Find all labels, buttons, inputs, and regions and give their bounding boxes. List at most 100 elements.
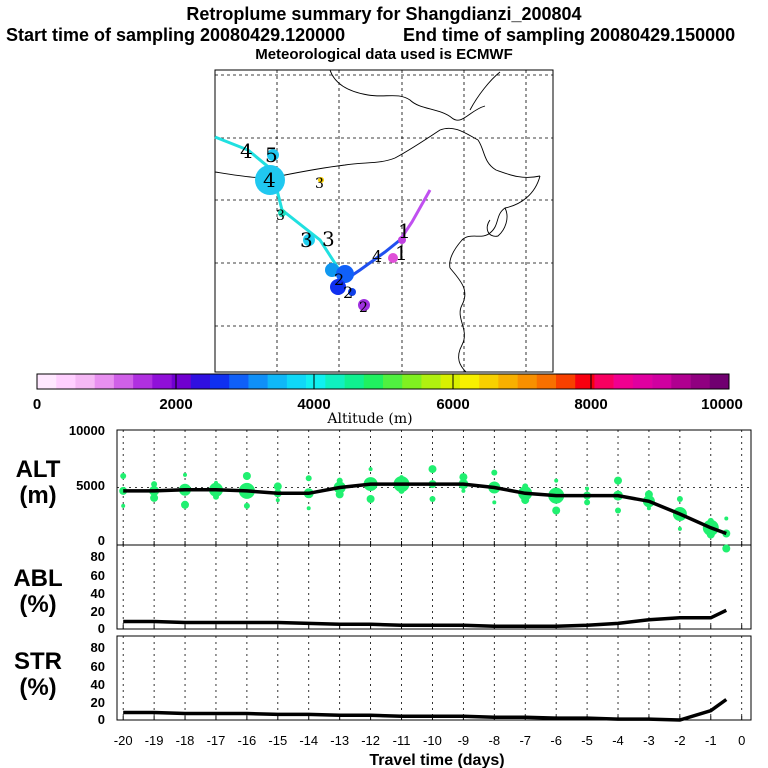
colorbar-cell xyxy=(402,374,422,389)
colorbar-cell xyxy=(56,374,76,389)
alt-bubble xyxy=(584,499,591,506)
alt-bubble xyxy=(614,476,622,485)
str-panel-frame xyxy=(116,635,752,721)
x-tick-label: -12 xyxy=(361,733,380,748)
colorbar-cell xyxy=(344,374,365,389)
alt-bubble xyxy=(677,526,682,531)
colorbar-tick: 0 xyxy=(33,396,41,413)
abl-axis-unit: (%) xyxy=(19,591,56,618)
alt-bubble xyxy=(522,483,529,490)
x-tick-label: -9 xyxy=(458,733,470,748)
alt-bubble xyxy=(305,475,312,482)
trajectory-release xyxy=(398,189,432,241)
colorbar-cell xyxy=(113,374,134,389)
alt-bubble xyxy=(491,469,498,476)
colorbar-cell xyxy=(306,374,326,389)
abl-ytick: 80 xyxy=(91,549,105,564)
x-tick-label: -19 xyxy=(145,733,164,748)
map-number-label: 3 xyxy=(322,227,335,251)
abl-ytick: 0 xyxy=(98,621,105,636)
colorbar-cell xyxy=(594,374,614,389)
colorbar-tick-marks xyxy=(175,374,592,389)
x-tick-label: -17 xyxy=(207,733,226,748)
str-ytick: 40 xyxy=(91,677,105,692)
colorbar-cell xyxy=(671,374,691,389)
y-tick-labels: 10000 5000 0 80 60 40 20 0 80 60 40 20 0 xyxy=(69,423,105,727)
colorbar-cell xyxy=(229,374,249,389)
colorbar-cell xyxy=(632,374,653,389)
x-tick-label: -4 xyxy=(612,733,624,748)
alt-bubble xyxy=(366,495,375,503)
alt-bubble xyxy=(461,488,466,493)
cluster-mark xyxy=(358,299,370,311)
colorbar-cell xyxy=(517,374,538,389)
chart-title: Retroplume summary for Shangdianzi_20080… xyxy=(186,4,582,24)
colorbar-cell xyxy=(248,374,268,389)
x-tick-label: -13 xyxy=(330,733,349,748)
x-tick-label: -11 xyxy=(393,733,411,748)
abl-axis-title: ABL xyxy=(13,565,62,592)
map-number-label: 2 xyxy=(343,283,353,302)
cluster-mark xyxy=(267,149,279,161)
alt-bubble xyxy=(399,475,404,480)
alt-bubble xyxy=(121,503,126,508)
colorbar-cell xyxy=(133,374,153,389)
colorbar-cell xyxy=(479,374,499,389)
alt-bubble xyxy=(585,486,590,491)
alt-bubble xyxy=(151,481,158,488)
alt-ytick: 10000 xyxy=(69,423,105,438)
x-tick-labels: -20 -19 -18 -17 -16 -15 -14 -13 -12 -11 -10 -9 -8 -7-… xyxy=(114,733,746,748)
abl-ytick: 60 xyxy=(91,568,105,583)
colorbar-tick: 8000 xyxy=(574,396,607,413)
alt-bubble xyxy=(275,498,280,503)
alt-bubble xyxy=(429,496,436,502)
cluster-labels: 4 5 4 3 3 3 3 1 4 1 2 2 2 xyxy=(240,139,411,316)
alt-axis-unit: (m) xyxy=(19,482,56,509)
alt-bubble xyxy=(724,516,729,521)
x-tick-label: -5 xyxy=(581,733,593,748)
colorbar-tick-labels: 0 2000 4000 6000 8000 10000 xyxy=(33,396,743,413)
alt-bubble xyxy=(214,480,218,485)
alt-bubble xyxy=(150,493,159,502)
map-coastlines xyxy=(214,69,541,373)
alt-bubble xyxy=(181,500,189,509)
map-number-label: 3 xyxy=(315,176,324,192)
series-line-str xyxy=(123,698,728,722)
alt-bubble xyxy=(306,506,311,511)
colorbar-tick: 10000 xyxy=(701,396,743,413)
colorbar-cell xyxy=(459,374,480,389)
colorbar-label: Altitude (m) xyxy=(326,411,412,427)
colorbar-cell xyxy=(210,374,230,389)
x-tick-label: 0 xyxy=(738,733,745,748)
colorbar-cell xyxy=(171,374,192,389)
x-axis-title: Travel time (days) xyxy=(369,752,504,768)
colorbar-cell xyxy=(152,374,172,389)
panel-series xyxy=(123,482,728,722)
alt-bubble xyxy=(554,478,559,483)
colorbar-cell xyxy=(652,374,672,389)
cluster-mark xyxy=(330,279,346,295)
cluster-mark xyxy=(318,177,324,183)
map-number-label: 1 xyxy=(395,241,408,265)
x-tick-label: -15 xyxy=(268,733,287,748)
map-number-label: 4 xyxy=(240,139,253,163)
map-number-label: 4 xyxy=(263,168,276,192)
x-tick-label: -10 xyxy=(423,733,442,748)
colorbar-tick: 6000 xyxy=(436,396,469,413)
map-number-label: 2 xyxy=(359,300,368,316)
colorbar-cell xyxy=(325,374,345,389)
x-tick-label: -3 xyxy=(643,733,655,748)
colorbar-cell xyxy=(363,374,384,389)
abl-ytick: 20 xyxy=(91,604,105,619)
x-tick-label: -2 xyxy=(674,733,686,748)
colorbar-cell xyxy=(498,374,518,389)
alt-ytick: 5000 xyxy=(76,478,105,493)
colorbar-cell xyxy=(383,374,403,389)
str-ytick: 80 xyxy=(91,640,105,655)
colorbar-tick: 2000 xyxy=(159,396,192,413)
cluster-mark xyxy=(255,165,285,195)
colorbar-cell xyxy=(575,374,595,389)
abl-ytick: 40 xyxy=(91,586,105,601)
colorbar-cell xyxy=(75,374,95,389)
